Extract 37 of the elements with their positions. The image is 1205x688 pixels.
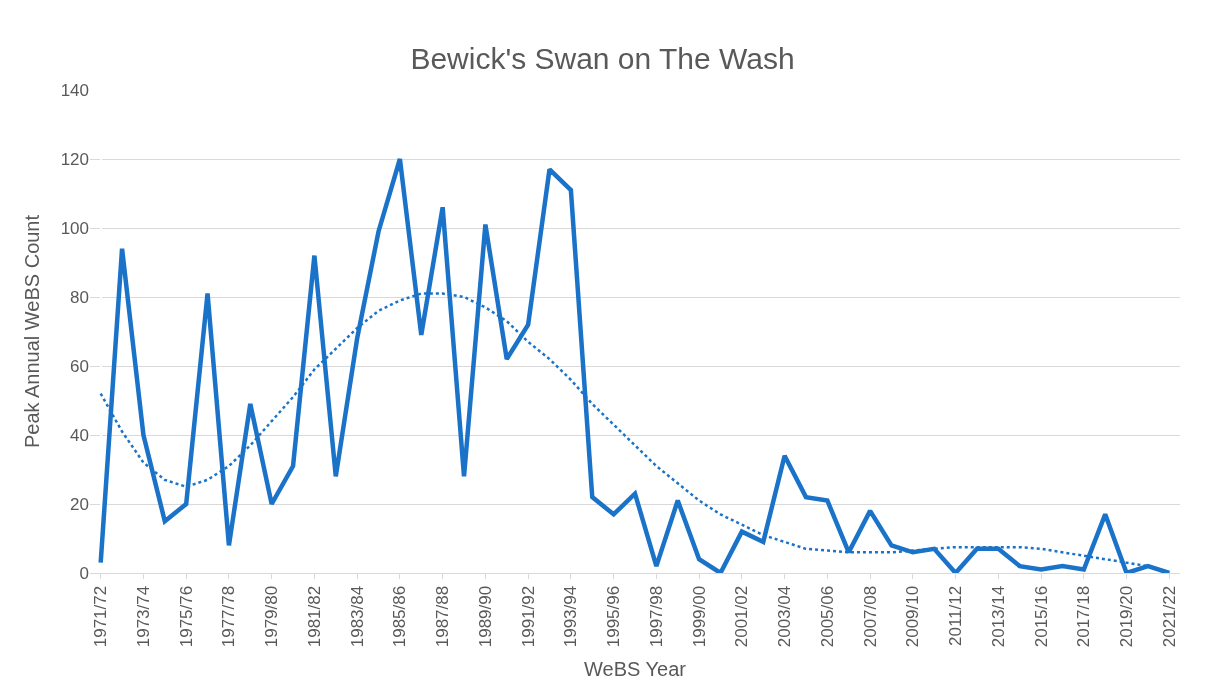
x-tick-label: 1973/74 (133, 585, 153, 648)
x-tick-label: 1995/96 (604, 585, 624, 648)
x-tick-label: 1987/88 (433, 585, 453, 648)
x-tick-label: 2001/02 (732, 585, 752, 648)
y-axis-title: Peak Annual WeBS Count (21, 214, 44, 449)
x-tick-label: 2021/22 (1159, 585, 1179, 648)
x-tick-label: 2019/20 (1117, 585, 1137, 648)
x-tick-label: 2011/12 (946, 585, 966, 646)
x-tick-label: 1983/84 (347, 585, 367, 648)
x-tick-label: 2013/14 (988, 585, 1008, 648)
y-tick-label: 80 (70, 287, 89, 307)
x-tick-label: 2007/08 (860, 585, 880, 648)
y-tick-label: 100 (60, 218, 89, 238)
x-tick-label: 1999/00 (689, 585, 709, 648)
x-tick-label: 2017/18 (1074, 585, 1094, 648)
chart-title: Bewick's Swan on The Wash (410, 42, 795, 76)
x-tick-label: 1979/80 (262, 585, 282, 648)
y-tick-label: 60 (70, 356, 89, 376)
x-tick-label: 1985/86 (390, 585, 410, 648)
x-tick-label: 2015/16 (1031, 585, 1051, 648)
x-tick-label: 1977/78 (219, 585, 239, 648)
x-tick-label: 1993/94 (561, 585, 581, 648)
x-tick-label: 1989/90 (475, 585, 495, 648)
y-tick-label: 0 (79, 563, 89, 583)
x-tick-label: 2003/04 (775, 585, 795, 648)
y-tick-label: 20 (70, 494, 89, 514)
x-tick-label: 2005/06 (817, 585, 837, 648)
x-tick-label: 2009/10 (903, 585, 923, 648)
y-tick-label: 140 (60, 80, 89, 100)
x-tick-label: 1975/76 (176, 585, 196, 648)
y-tick-label: 120 (60, 149, 89, 169)
y-tick-label: 40 (70, 425, 89, 445)
x-tick-label: 1997/98 (646, 585, 666, 648)
x-tick-label: 1991/92 (518, 585, 538, 648)
x-axis-title: WeBS Year (584, 657, 687, 680)
x-tick-label: 1981/82 (304, 585, 324, 648)
x-tick-label: 1971/72 (91, 585, 111, 648)
